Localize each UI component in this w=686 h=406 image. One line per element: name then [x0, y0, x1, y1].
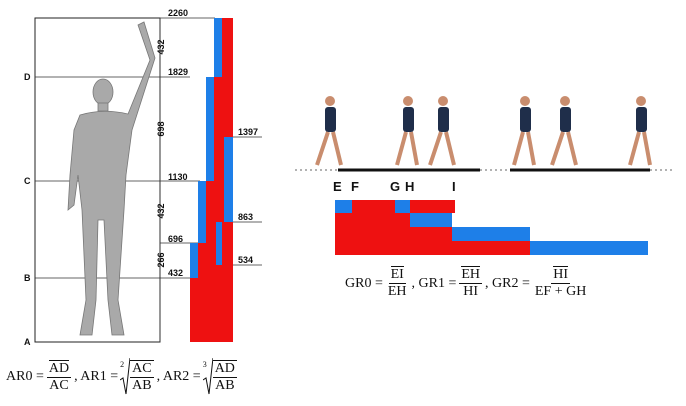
gr-formula: GR0 = EI EH , GR1 = EH HI , GR2 = HI EF + G… — [345, 267, 591, 300]
formula-name: , AR2 = — [157, 369, 201, 385]
denominator: EH — [386, 284, 409, 300]
radical: 2 AC AB — [120, 358, 156, 396]
segment-label: 266 — [156, 245, 166, 275]
fraction: EH HI — [459, 267, 482, 300]
formula-name: GR0 = — [345, 276, 383, 292]
denominator: AB — [130, 378, 153, 394]
height-label: 1130 — [168, 172, 188, 182]
height-label: 2260 — [168, 8, 188, 18]
human-figure — [68, 22, 155, 335]
segment-label: 698 — [156, 114, 166, 144]
point-label: B — [24, 273, 31, 283]
height-label: 863 — [238, 212, 253, 222]
height-bars — [190, 18, 233, 342]
formula-name: , AR1 = — [74, 369, 118, 385]
gait-event: F — [351, 179, 359, 194]
gait-bars — [335, 200, 648, 255]
denominator: AB — [213, 378, 236, 394]
gait-event: G — [390, 179, 400, 194]
formula-name: , GR1 = — [412, 276, 457, 292]
denominator: AC — [47, 378, 70, 394]
height-label: 696 — [168, 234, 183, 244]
diagram-shapes — [0, 0, 686, 406]
figure: A B C D 2260 1829 1130 696 432 432 698 4… — [0, 0, 686, 406]
root-index: 3 — [203, 360, 207, 369]
fraction: AD AB — [213, 360, 237, 394]
segment-label: 432 — [156, 32, 166, 62]
ar-formula: AR0 = AD AC , AR1 = 2 AC AB , AR2 = 3 AD AB — [6, 358, 240, 396]
gait-event: H — [405, 179, 414, 194]
height-label: 534 — [238, 255, 253, 265]
point-label: A — [24, 337, 31, 347]
gait-event: I — [452, 179, 456, 194]
point-label: D — [24, 72, 31, 82]
radical: 3 AD AB — [203, 358, 240, 396]
fraction: AD AC — [47, 361, 71, 394]
numerator: HI — [553, 266, 568, 282]
numerator: EH — [461, 266, 480, 282]
denominator: EF + GH — [533, 284, 588, 300]
formula-name: AR0 = — [6, 369, 44, 385]
fraction: EI EH — [386, 267, 409, 300]
height-label: 1829 — [168, 67, 188, 77]
height-label: 432 — [168, 268, 183, 278]
denominator: HI — [461, 284, 480, 300]
fraction: AC AB — [130, 360, 153, 394]
walkers — [317, 96, 650, 165]
formula-name: , GR2 = — [485, 276, 530, 292]
fraction: HI EF + GH — [533, 267, 588, 300]
gait-event: E — [333, 179, 342, 194]
point-label: C — [24, 176, 31, 186]
numerator: AD — [215, 360, 235, 376]
segment-label: 432 — [156, 196, 166, 226]
numerator: AD — [49, 360, 69, 376]
numerator: AC — [132, 360, 151, 376]
height-label: 1397 — [238, 127, 258, 137]
numerator: EI — [391, 266, 404, 282]
root-index: 2 — [120, 360, 124, 369]
